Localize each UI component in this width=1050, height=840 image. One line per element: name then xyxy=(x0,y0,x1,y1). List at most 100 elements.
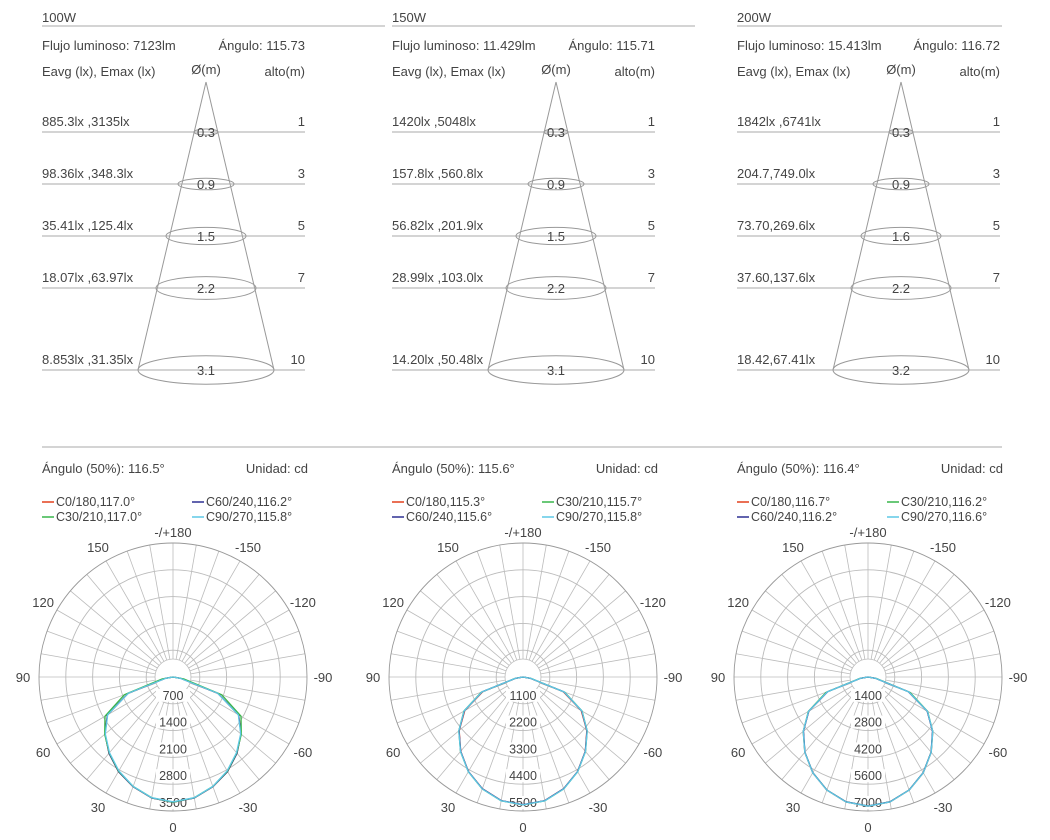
polar-spoke xyxy=(181,692,241,794)
cone-edge-right xyxy=(555,81,625,371)
beam-angle-label: Ángulo (50%): 115.6° xyxy=(392,461,515,476)
polar-spoke xyxy=(881,688,971,764)
polar-spoke xyxy=(178,550,220,661)
radial-tick-label: 1400 xyxy=(854,689,882,703)
cone-illuminance: 14.20lx ,50.48lx xyxy=(392,352,484,367)
polar-spoke xyxy=(126,693,168,804)
polar-spoke xyxy=(525,544,547,660)
polar-angle-label: 30 xyxy=(91,800,105,815)
product-title: 200W xyxy=(737,10,772,25)
polar-spoke xyxy=(455,692,515,794)
legend-entry: C30/210,117.0° xyxy=(56,510,142,524)
radial-tick-bg xyxy=(156,715,190,729)
polar-spoke xyxy=(186,590,276,666)
polar-angle-label: -60 xyxy=(644,745,663,760)
polar-ring xyxy=(118,622,228,732)
radial-tick-bg xyxy=(156,688,190,702)
polar-spoke xyxy=(540,653,656,675)
polar-spoke xyxy=(528,550,570,661)
polar-spoke xyxy=(735,653,851,675)
polar-angle-label: 60 xyxy=(386,745,400,760)
polar-ring xyxy=(840,649,896,705)
cone-height: 3 xyxy=(648,166,655,181)
cone-diameter: 2.2 xyxy=(892,281,910,296)
polar-chart: -150 150 -120 120 -90 90 -60 60 -30 30 0 -/+180 1400… xyxy=(711,525,1028,835)
cone-diameter: 3.1 xyxy=(197,363,215,378)
cone-ellipse xyxy=(155,276,257,300)
product-panel-100W: 100W Flujo luminoso: 7123lm Ángulo: 115.73… xyxy=(16,10,385,835)
polar-angle-label: -30 xyxy=(589,800,608,815)
cone-ellipse xyxy=(505,276,607,300)
cone-illuminance: 98.36lx ,348.3lx xyxy=(42,166,134,181)
polar-spoke xyxy=(531,560,591,662)
cone-ellipse xyxy=(872,177,930,191)
polar-spoke xyxy=(536,590,626,666)
cone-ellipse xyxy=(193,128,219,136)
cone-ellipse xyxy=(137,355,275,385)
cone-height: 3 xyxy=(993,166,1000,181)
radial-tick-label: 5500 xyxy=(509,796,537,810)
cone-diameter: 0.3 xyxy=(197,125,215,140)
polar-angle-label: -60 xyxy=(294,745,313,760)
legend-entry: C0/180,115.3° xyxy=(406,495,485,509)
cone-edge-right xyxy=(900,81,970,371)
polar-ring xyxy=(388,542,658,812)
radial-tick-bg xyxy=(506,715,540,729)
polar-spoke xyxy=(844,544,866,660)
polar-spoke xyxy=(406,685,508,745)
radial-tick-label: 5600 xyxy=(854,769,882,783)
polar-spoke xyxy=(534,690,610,780)
polar-spoke xyxy=(476,693,518,804)
polar-spoke xyxy=(765,688,855,764)
radial-tick-label: 2800 xyxy=(159,769,187,783)
cone-edge-left xyxy=(137,81,207,371)
polar-spoke xyxy=(105,692,165,794)
polar-spoke xyxy=(528,693,570,804)
cone-ellipse xyxy=(487,355,625,385)
polar-spoke xyxy=(883,609,985,669)
polar-series-curve xyxy=(104,676,242,803)
polar-spoke xyxy=(390,653,506,675)
cone-height: 7 xyxy=(993,270,1000,285)
cone-illuminance: 28.99lx ,103.0lx xyxy=(392,270,484,285)
polar-ring xyxy=(442,596,604,758)
legend-entry: C0/180,117.0° xyxy=(56,495,135,509)
polar-spoke xyxy=(531,692,591,794)
flux-label: Flujo luminoso: 11.429lm xyxy=(392,38,536,53)
height-header: alto(m) xyxy=(960,64,1000,79)
polar-angle-label: 30 xyxy=(441,800,455,815)
product-title: 100W xyxy=(42,10,77,25)
polar-spoke xyxy=(800,692,860,794)
polar-angle-label: 150 xyxy=(87,540,109,555)
polar-spoke xyxy=(881,590,971,666)
polar-angle-label: -90 xyxy=(314,670,333,685)
cone-diameter: 0.3 xyxy=(547,125,565,140)
polar-spoke xyxy=(189,630,300,672)
polar-spoke xyxy=(499,544,521,660)
cone-ellipse xyxy=(527,177,585,191)
polar-angle-label: 60 xyxy=(731,745,745,760)
polar-angle-label: 150 xyxy=(782,540,804,555)
polar-spoke xyxy=(536,688,626,764)
legend-entry: C60/240,116.2° xyxy=(206,495,292,509)
beam-angle-label: Ángulo (50%): 116.4° xyxy=(737,461,860,476)
polar-spoke xyxy=(873,693,915,804)
height-header: alto(m) xyxy=(615,64,655,79)
cone-ellipse xyxy=(543,128,569,136)
height-header: alto(m) xyxy=(265,64,305,79)
legend-entry: C90/270,115.8° xyxy=(206,510,292,524)
radial-tick-label: 2800 xyxy=(854,716,882,730)
polar-ring xyxy=(813,622,923,732)
polar-angle-label: 90 xyxy=(16,670,30,685)
polar-angle-label: -60 xyxy=(989,745,1008,760)
polar-spoke xyxy=(181,560,241,662)
radial-tick-label: 3500 xyxy=(159,796,187,810)
polar-spoke xyxy=(186,688,276,764)
radial-tick-label: 7000 xyxy=(854,796,882,810)
polar-spoke xyxy=(396,630,507,672)
cone-ellipse xyxy=(860,226,942,246)
polar-top-label: -/+180 xyxy=(504,525,541,540)
eavg-header: Eavg (lx), Emax (lx) xyxy=(737,64,850,79)
flux-label: Flujo luminoso: 15.413lm xyxy=(737,38,882,53)
polar-ring xyxy=(733,542,1003,812)
